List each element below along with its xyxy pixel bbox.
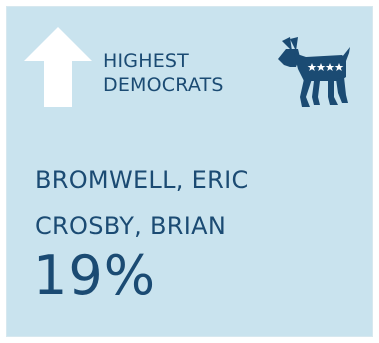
header-label: HIGHEST DEMOCRATS xyxy=(103,49,224,97)
percent-value: 19% xyxy=(33,244,157,307)
arrow-up-icon xyxy=(24,27,92,107)
stat-card: HIGHEST DEMOCRATS BROMWELL, ERIC CROSBY,… xyxy=(6,6,373,337)
democrat-donkey-icon xyxy=(278,37,350,107)
candidate-name-2: CROSBY, BRIAN xyxy=(35,212,227,240)
header-line-1: HIGHEST xyxy=(103,50,189,72)
candidate-name-1: BROMWELL, ERIC xyxy=(35,166,249,194)
header-line-2: DEMOCRATS xyxy=(103,74,224,96)
